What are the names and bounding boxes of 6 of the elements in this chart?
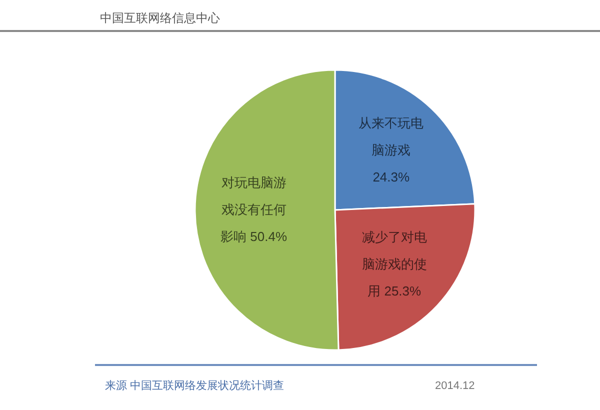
annotation: 2014.12	[435, 380, 475, 392]
title: 中国互联网络信息中心	[100, 11, 220, 25]
slice-label: 从来不玩电脑游戏 24.3%	[358, 116, 424, 185]
slice-label: 对玩电脑游戏没有任何影响 50.4%	[220, 175, 288, 244]
slice-label: 减少了对电脑游戏的使用 25.3%	[362, 230, 427, 299]
annotation: 来源 中国互联网络发展状况统计调查	[105, 380, 284, 392]
